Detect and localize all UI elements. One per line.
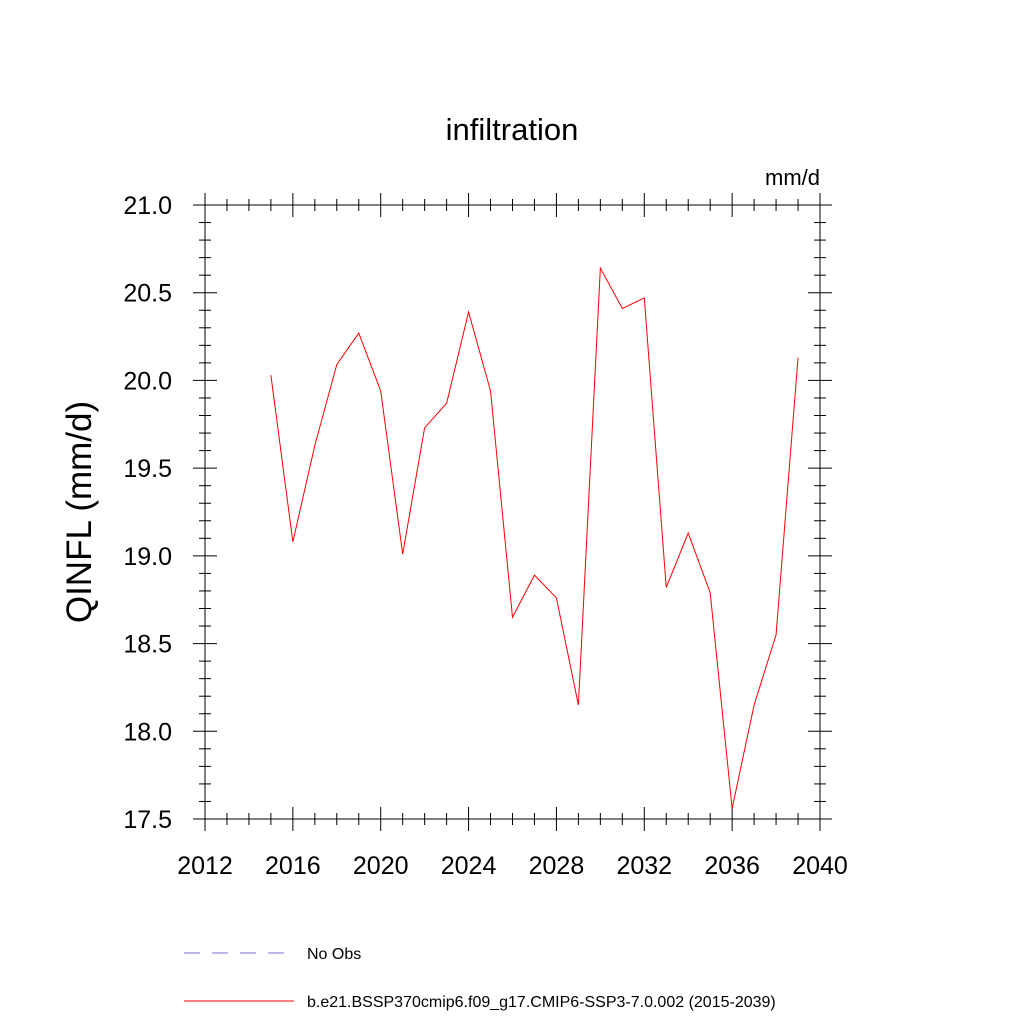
y-tick-label: 20.0	[123, 367, 172, 395]
series-line-0	[270, 266, 799, 809]
chart-title: infiltration	[446, 112, 579, 147]
legend: No Obs b.e21.BSSP370cmip6.f09_g17.CMIP6-S…	[184, 946, 776, 1011]
x-tick-label: 2024	[441, 852, 497, 880]
legend-label: No Obs	[307, 946, 361, 963]
units-label: mm/d	[765, 165, 820, 190]
x-tick-label: 2040	[792, 852, 848, 880]
x-tick-label: 2028	[529, 852, 585, 880]
series-lines	[270, 266, 799, 809]
y-tick-label: 18.5	[123, 631, 172, 659]
x-tick-label: 2016	[265, 852, 321, 880]
y-tick-label: 21.0	[123, 192, 172, 220]
x-tick-label: 2012	[177, 852, 233, 880]
x-tick-label: 2020	[353, 852, 409, 880]
plot-frame	[204, 204, 821, 820]
x-tick-label: 2032	[616, 852, 672, 880]
y-tick-label: 20.5	[123, 280, 172, 308]
y-tick-label: 19.5	[123, 455, 172, 483]
x-tick-label: 2036	[704, 852, 760, 880]
y-tick-label: 19.0	[123, 543, 172, 571]
y-tick-label: 18.0	[123, 718, 172, 746]
legend-label: b.e21.BSSP370cmip6.f09_g17.CMIP6-SSP3-7.…	[307, 994, 776, 1011]
y-axis-label: QINFL (mm/d)	[60, 401, 99, 623]
tick-labels: 2012 2016 2020 2024 2028 2032 2036 2040 17.5 18.0…	[123, 192, 847, 880]
y-tick-label: 17.5	[123, 806, 172, 834]
